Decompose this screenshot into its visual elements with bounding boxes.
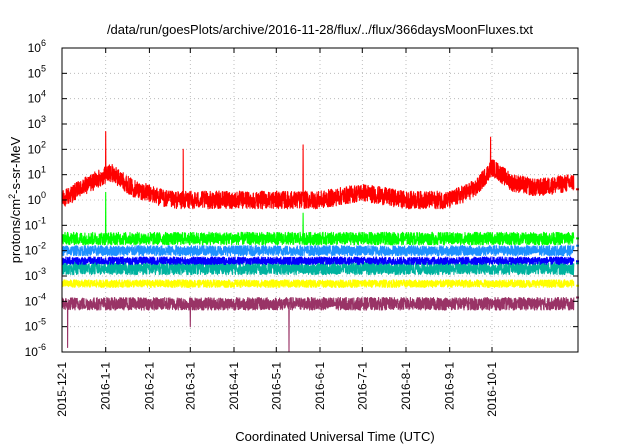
y-tick-base: 10 bbox=[28, 193, 42, 207]
y-tick-label: 102 bbox=[28, 139, 46, 156]
x-tick-label: 2015-12-1 bbox=[55, 362, 69, 417]
x-tick-label: 2016-10-1 bbox=[485, 362, 499, 417]
y-tick-base: 10 bbox=[25, 269, 39, 283]
y-tick-exp: 5 bbox=[41, 63, 46, 73]
y-tick-base: 10 bbox=[28, 66, 42, 80]
y-axis-label-prefix: protons/cm bbox=[8, 199, 23, 263]
x-tick-label: 2016-5-1 bbox=[269, 362, 283, 410]
y-tick-base: 10 bbox=[25, 345, 39, 359]
x-tick-label: 2016-7-1 bbox=[355, 362, 369, 410]
y-tick-label: 104 bbox=[28, 89, 46, 106]
x-tick-label: 2016-1-1 bbox=[99, 362, 113, 410]
y-tick-base: 10 bbox=[25, 218, 39, 232]
y-tick-base: 10 bbox=[25, 244, 39, 258]
y-tick-exp: -6 bbox=[38, 342, 46, 352]
y-tick-base: 10 bbox=[28, 168, 42, 182]
chart-title: /data/run/goesPlots/archive/2016-11-28/f… bbox=[107, 22, 533, 37]
y-tick-exp: -1 bbox=[38, 215, 46, 225]
y-tick-exp: 4 bbox=[41, 89, 46, 99]
y-tick-base: 10 bbox=[28, 142, 42, 156]
series-line-1 bbox=[61, 191, 575, 246]
y-tick-label: 10-6 bbox=[25, 342, 46, 359]
y-axis-label: protons/cm2-s-sr-MeV bbox=[7, 136, 23, 263]
y-tick-exp: -2 bbox=[38, 241, 46, 251]
series-line-0 bbox=[61, 131, 575, 210]
x-tick-label: 2016-2-1 bbox=[142, 362, 156, 410]
y-tick-label: 10-2 bbox=[25, 241, 46, 258]
y-tick-exp: -5 bbox=[38, 317, 46, 327]
x-axis-ticks: 2015-12-1 2016-1-1 2016-2-1 2016-3-1 2016-4-… bbox=[55, 48, 499, 417]
series-line-6 bbox=[61, 296, 575, 353]
y-tick-label: 10-1 bbox=[25, 215, 46, 232]
y-tick-exp: 3 bbox=[41, 114, 46, 124]
x-tick-label: 2016-9-1 bbox=[443, 362, 457, 410]
y-tick-label: 10-4 bbox=[25, 291, 46, 308]
x-tick-label: 2016-3-1 bbox=[183, 362, 197, 410]
y-tick-label: 101 bbox=[28, 165, 46, 182]
y-tick-label: 105 bbox=[28, 63, 46, 80]
y-tick-base: 10 bbox=[28, 92, 42, 106]
y-tick-label: 106 bbox=[28, 38, 46, 55]
y-tick-exp: 6 bbox=[41, 38, 46, 48]
y-axis-ticks: 10-610-510-410-310-210-11001011021031041… bbox=[25, 38, 578, 359]
y-tick-label: 100 bbox=[28, 190, 46, 207]
y-tick-label: 10-3 bbox=[25, 266, 46, 283]
series-group bbox=[61, 131, 579, 353]
y-tick-label: 103 bbox=[28, 114, 46, 131]
series-line-4 bbox=[61, 256, 575, 266]
y-tick-exp: -3 bbox=[38, 266, 46, 276]
y-tick-base: 10 bbox=[28, 41, 42, 55]
y-tick-exp: 2 bbox=[41, 139, 46, 149]
y-tick-exp: -4 bbox=[38, 291, 46, 301]
x-tick-label: 2016-6-1 bbox=[313, 362, 327, 410]
y-tick-base: 10 bbox=[25, 294, 39, 308]
y-tick-base: 10 bbox=[28, 117, 42, 131]
x-axis-label: Coordinated Universal Time (UTC) bbox=[235, 429, 434, 444]
y-tick-exp: 0 bbox=[41, 190, 46, 200]
series-line-2 bbox=[61, 245, 575, 257]
y-axis-label-suffix: -s-sr-MeV bbox=[8, 136, 23, 193]
y-tick-label: 10-5 bbox=[25, 317, 46, 334]
series-line-5 bbox=[61, 279, 575, 288]
y-tick-base: 10 bbox=[25, 320, 39, 334]
series-line-3 bbox=[61, 261, 575, 276]
x-tick-label: 2016-8-1 bbox=[399, 362, 413, 410]
y-axis-label-sup: 2 bbox=[7, 194, 17, 199]
x-tick-label: 2016-4-1 bbox=[227, 362, 241, 410]
y-tick-exp: 1 bbox=[41, 165, 46, 175]
